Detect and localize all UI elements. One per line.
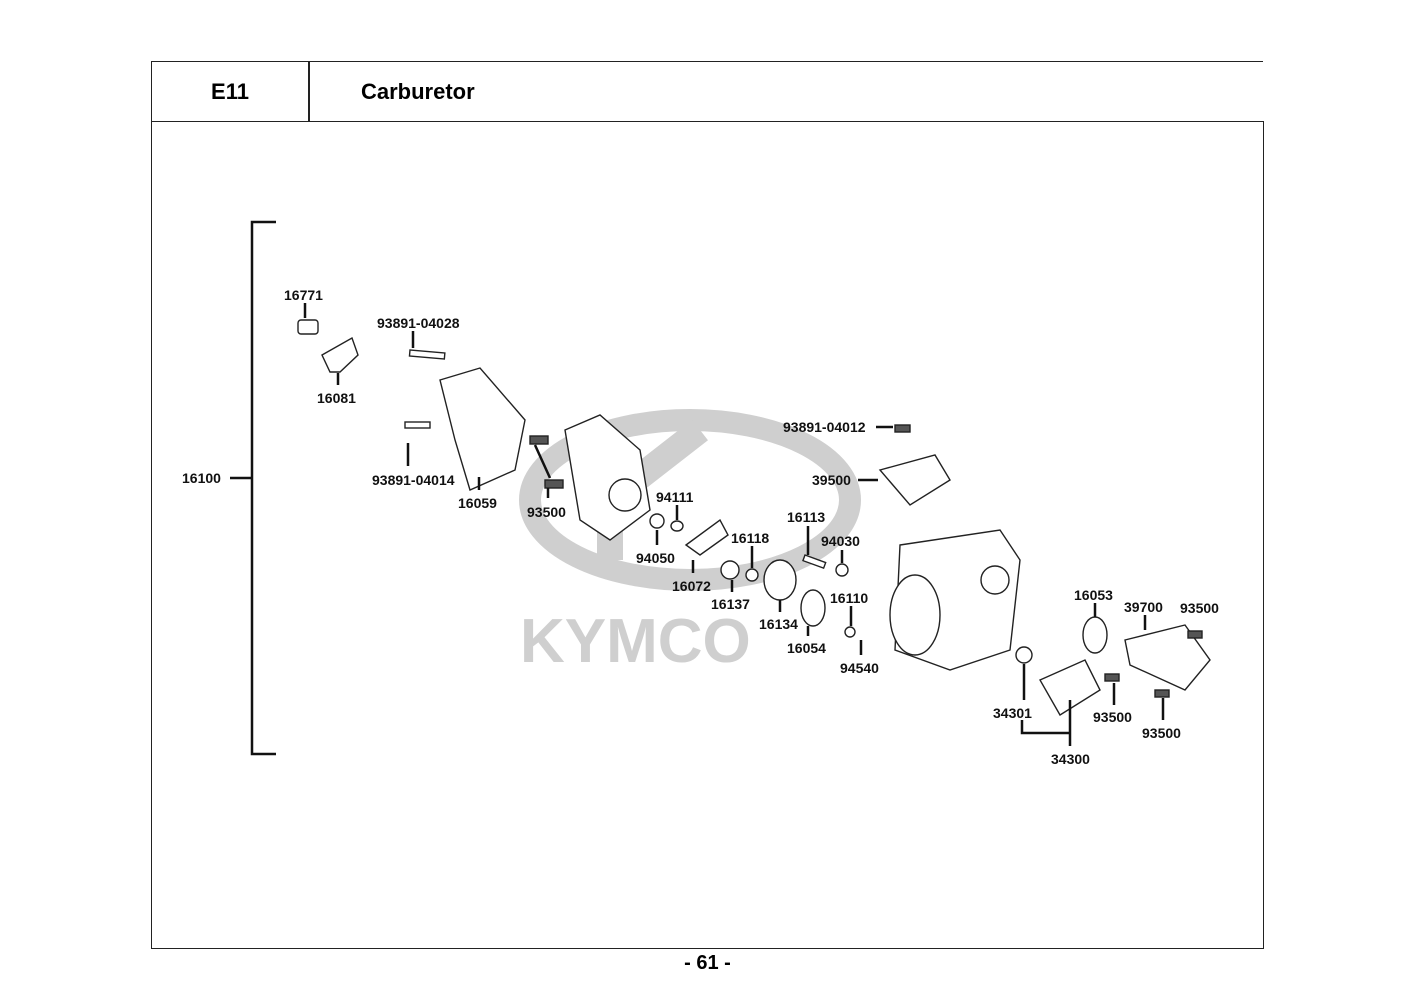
part-drawings bbox=[297, 319, 1211, 716]
part-label: 39700 bbox=[1124, 599, 1163, 615]
part-label: 93891-04014 bbox=[372, 472, 455, 488]
part-label: 16054 bbox=[787, 640, 826, 656]
part-label: 94540 bbox=[840, 660, 879, 676]
diagram-frame bbox=[151, 121, 1264, 949]
part-label: 16110 bbox=[830, 590, 868, 606]
part-label: 94111 bbox=[656, 489, 694, 505]
part-label: 34300 bbox=[1051, 751, 1090, 767]
part-label: 34301 bbox=[993, 705, 1032, 721]
page-number: - 61 - bbox=[684, 952, 731, 974]
part-label: 93500 bbox=[1093, 709, 1132, 725]
part-label: 93500 bbox=[1142, 725, 1181, 741]
part-label: 16134 bbox=[759, 616, 798, 632]
assembly-bracket bbox=[230, 220, 276, 756]
part-label: 16059 bbox=[458, 495, 497, 511]
part-label: 16113 bbox=[787, 509, 825, 525]
assembly-label: 16100 bbox=[182, 470, 221, 486]
part-label: 93891-04012 bbox=[783, 419, 866, 435]
part-label: 16771 bbox=[284, 287, 323, 303]
part-label: 93891-04028 bbox=[377, 315, 460, 331]
part-label: 16072 bbox=[672, 578, 711, 594]
part-label: 93500 bbox=[1180, 600, 1219, 616]
part-label: 94050 bbox=[636, 550, 675, 566]
leader-lines bbox=[303, 303, 1165, 746]
part-label: 93500 bbox=[527, 504, 566, 520]
part-label: 16081 bbox=[317, 390, 356, 406]
part-label: 94030 bbox=[821, 533, 860, 549]
header-divider bbox=[309, 61, 310, 121]
part-label: 16137 bbox=[711, 596, 750, 612]
part-labels: 16771 93891-04028 16081 93891-04014 1605… bbox=[284, 287, 1219, 767]
part-label: 16053 bbox=[1074, 587, 1113, 603]
part-label: 16118 bbox=[731, 530, 769, 546]
watermark-text: KYMCO bbox=[520, 607, 751, 676]
section-code: E11 bbox=[151, 61, 309, 121]
section-title: Carburetor bbox=[309, 61, 1263, 121]
part-label: 39500 bbox=[812, 472, 851, 488]
